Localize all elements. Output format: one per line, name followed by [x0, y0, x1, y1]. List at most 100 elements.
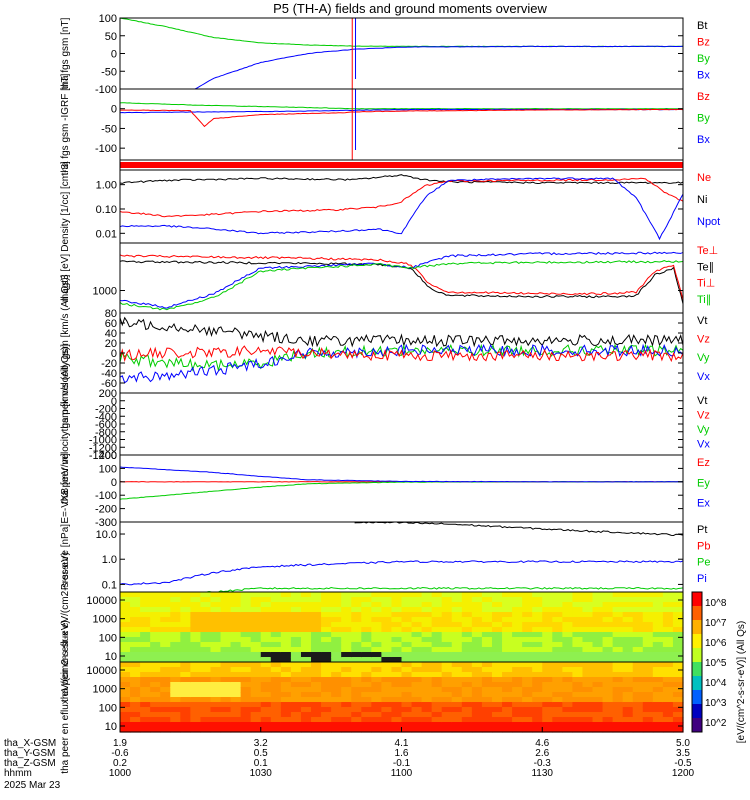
spectrogram-cell — [431, 722, 443, 728]
spectrogram-cell — [602, 642, 614, 648]
spectrogram-cell — [672, 697, 684, 703]
spectrogram-cell — [461, 592, 473, 598]
spectrogram-cell — [300, 722, 312, 728]
spectrogram-cell — [552, 687, 563, 693]
spectrogram-cell — [381, 612, 393, 618]
spectrogram-cell — [401, 697, 413, 703]
spectrogram-cell — [632, 717, 644, 723]
spectrogram-cell — [612, 712, 624, 718]
spectrogram-cell — [451, 612, 463, 618]
spectrogram-cell — [652, 707, 664, 713]
spectrogram-cell — [401, 637, 413, 643]
spectrogram-cell — [451, 722, 463, 728]
spectrogram-cell — [582, 722, 594, 728]
spectrogram-cell — [150, 612, 161, 618]
spectrogram-cell — [542, 687, 553, 693]
x-tick-label: 0.2 — [113, 758, 127, 769]
y-axis-label: Pressure [nPa] — [60, 524, 71, 590]
spectrogram-cell — [401, 717, 413, 723]
spectrogram-cell — [471, 727, 483, 733]
spectrogram-cell — [250, 702, 262, 708]
spectrogram-cell — [572, 637, 584, 643]
spectrogram-cell — [190, 657, 202, 663]
spectrogram-cell — [300, 632, 312, 638]
spectrogram-cell — [361, 717, 372, 723]
legend-label: Vt — [697, 315, 707, 327]
colorbar-label: [eV/(cm^2-s-sr-eV)] (All Qs) — [736, 621, 747, 743]
spectrogram-cell — [300, 637, 312, 643]
spectrogram-cell — [210, 627, 222, 633]
spectrogram-cell — [622, 647, 634, 653]
y-tick-label: -1000 — [89, 435, 117, 447]
spectrogram-cell — [290, 662, 302, 668]
spectrogram-cell — [411, 687, 423, 693]
colorbar-segment — [692, 648, 702, 663]
spectrogram-cell — [481, 682, 493, 688]
spectrogram-cell — [120, 622, 131, 628]
spectrogram-cell — [140, 622, 151, 628]
spectrogram-cell — [441, 637, 453, 643]
spectrogram-cell — [240, 662, 252, 668]
spectrogram-cell — [130, 617, 141, 623]
spectrogram-cell — [612, 592, 624, 598]
spectrogram-cell — [502, 692, 513, 698]
spectrogram-cell — [341, 607, 352, 613]
spectrogram-cell — [642, 637, 654, 643]
spectrogram-cell — [522, 707, 533, 713]
spectrogram-cell — [662, 602, 674, 608]
spectrogram-cell — [120, 707, 131, 713]
series-Bx-line — [194, 45, 684, 90]
spectrogram-cell — [391, 707, 403, 713]
spectrogram-cell — [290, 677, 302, 683]
spectrogram-cell — [522, 622, 533, 628]
spectrogram-cell — [220, 677, 232, 683]
spectrogram-cell — [220, 712, 232, 718]
spectrogram-cell — [451, 617, 463, 623]
y-tick-label: 0.1 — [102, 579, 117, 591]
spectrogram-cell — [311, 687, 322, 693]
spectrogram-cell — [361, 722, 372, 728]
spectrogram-cell — [130, 682, 141, 688]
spectrogram-cell — [290, 617, 302, 623]
spectrogram-cell — [582, 682, 594, 688]
spectrogram-cell — [290, 632, 302, 638]
spectrogram-cell — [260, 667, 272, 673]
spectrogram-cell — [150, 637, 161, 643]
spectrogram-cell — [421, 627, 433, 633]
spectrogram-cell — [190, 592, 202, 598]
spectrogram-cell — [150, 717, 161, 723]
spectrogram-cell — [341, 727, 352, 733]
spectrogram-cell — [150, 697, 161, 703]
spectrogram-cell — [200, 692, 212, 698]
spectrogram-cell — [160, 627, 171, 633]
spectrogram-cell — [351, 647, 362, 653]
spectrogram-cell — [401, 722, 413, 728]
spectrogram-cell — [672, 662, 684, 668]
y-axis-label: magt3 [eV] — [60, 254, 71, 303]
spectrogram-cell — [391, 702, 403, 708]
spectrogram-cell — [652, 697, 664, 703]
spectrogram-cell — [351, 687, 362, 693]
spectrogram-cell — [512, 672, 523, 678]
spectrogram-cell — [572, 647, 584, 653]
spectrogram-cell — [401, 612, 413, 618]
spectrogram-cell — [512, 642, 523, 648]
spectrogram-cell — [431, 657, 443, 663]
spectrogram-cell — [502, 647, 513, 653]
spectrogram-cell — [602, 662, 614, 668]
spectrogram-cell — [532, 712, 543, 718]
spectrogram-cell — [461, 717, 473, 723]
spectrogram-cell — [180, 672, 191, 678]
spectrogram-cell — [180, 622, 191, 628]
series-Pt-line — [354, 521, 684, 537]
spectrogram-cell — [311, 622, 322, 628]
spectrogram-cell — [431, 627, 443, 633]
spectrogram-cell — [602, 632, 614, 638]
spectrogram-cell — [150, 652, 161, 658]
spectrogram-cell — [532, 662, 543, 668]
spectrogram-cell — [481, 637, 493, 643]
spectrogram-cell — [321, 682, 332, 688]
spectrogram-cell — [481, 647, 493, 653]
